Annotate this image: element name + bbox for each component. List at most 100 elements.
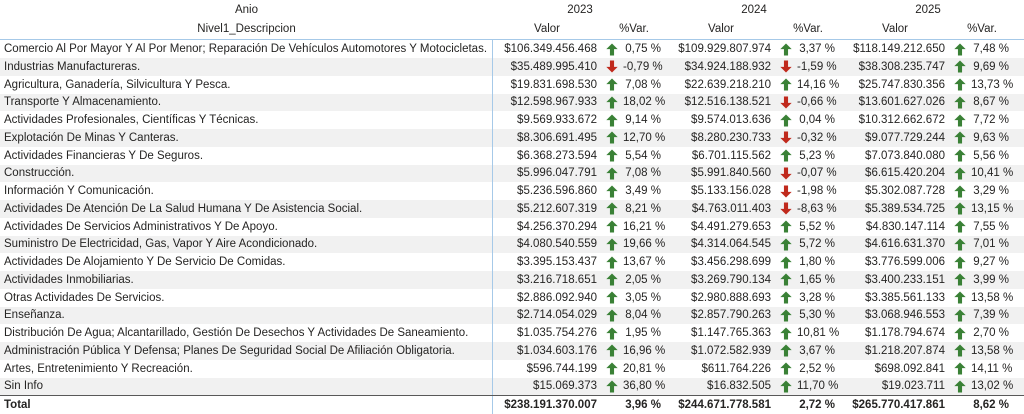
table-row[interactable]: Transporte Y Almacenamiento. $12.598.967… <box>0 93 1024 112</box>
pctvar-cell-2023: 13,67 % <box>623 256 666 269</box>
pctvar-cell-2024: 10,81 % <box>797 327 840 340</box>
valor-cell-2025: $1.218.207.874 <box>865 344 945 357</box>
table-row[interactable]: Actividades Financieras Y De Seguros. $6… <box>0 146 1024 165</box>
valor-cell-2025: $3.400.233.151 <box>865 273 945 286</box>
pctvar-cell-2024: -0,66 % <box>797 96 837 109</box>
valor-cell-2024: $3.456.298.699 <box>691 256 771 269</box>
year-header-2024[interactable]: 2024 <box>741 3 767 16</box>
table-row[interactable]: Agricultura, Ganadería, Silvicultura Y P… <box>0 75 1024 94</box>
pctvar-cell-2023: 9,14 % <box>625 114 661 127</box>
table-row[interactable]: Actividades De Alojamiento Y De Servicio… <box>0 253 1024 272</box>
arrow-up-icon <box>775 324 797 342</box>
table-row[interactable]: Enseñanza. $2.714.054.029 8,04 % $2.857.… <box>0 306 1024 325</box>
arrow-up-icon <box>601 40 623 58</box>
row-label: Industrias Manufactureras. <box>0 58 493 76</box>
valor-cell-2024: $6.701.115.562 <box>691 149 771 162</box>
arrow-down-icon <box>775 200 797 218</box>
valor-header-2023[interactable]: Valor <box>534 23 560 36</box>
table-row[interactable]: Industrias Manufactureras. $35.489.995.4… <box>0 58 1024 76</box>
pctvar-cell-2024: -0,32 % <box>797 131 837 144</box>
arrow-up-icon <box>949 236 971 254</box>
pctvar-header-2023[interactable]: %Var. <box>619 23 649 36</box>
arrow-up-icon <box>601 324 623 342</box>
valor-cell-2025: $698.092.841 <box>874 362 945 375</box>
row-label: Información Y Comunicación. <box>0 182 493 201</box>
valor-header-2024[interactable]: Valor <box>708 23 734 36</box>
pctvar-cell-2023: 1,95 % <box>625 327 661 340</box>
table-row[interactable]: Actividades Profesionales, Científicas Y… <box>0 111 1024 130</box>
arrow-down-icon <box>775 165 797 183</box>
pctvar-cell-2025: 13,02 % <box>971 380 1014 393</box>
pctvar-cell-2025: 7,01 % <box>973 238 1009 251</box>
arrow-up-icon <box>775 307 797 325</box>
pctvar-cell-2025: 5,56 % <box>973 149 1009 162</box>
year-header-2025[interactable]: 2025 <box>915 3 941 16</box>
arrow-up-icon <box>949 40 971 58</box>
row-label: Comercio Al Por Mayor Y Al Por Menor; Re… <box>0 40 493 59</box>
table-row[interactable]: Explotación De Minas Y Canteras. $8.306.… <box>0 129 1024 147</box>
arrow-up-icon <box>949 111 971 129</box>
pctvar-cell-2023: 0,75 % <box>625 43 661 56</box>
valor-cell-2023: $12.598.967.933 <box>510 96 597 109</box>
valor-cell-2023: $596.744.199 <box>526 362 597 375</box>
valor-cell-2025: $1.178.794.674 <box>865 327 945 340</box>
pctvar-cell-2023: -0,79 % <box>623 60 663 73</box>
table-row[interactable]: Actividades De Servicios Administrativos… <box>0 217 1024 236</box>
valor-cell-2025: $5.389.534.725 <box>865 202 945 215</box>
table-row[interactable]: Otras Actividades De Servicios. $2.886.0… <box>0 288 1024 307</box>
pctvar-header-2025[interactable]: %Var. <box>967 23 997 36</box>
pctvar-cell-2025: 3,99 % <box>973 273 1009 286</box>
pctvar-cell-2024: -1,98 % <box>797 185 837 198</box>
table-row[interactable]: Administración Pública Y Defensa; Planes… <box>0 342 1024 360</box>
valor-cell-2024: $3.269.790.134 <box>691 273 771 286</box>
arrow-up-icon <box>775 289 797 307</box>
arrow-up-icon <box>775 253 797 271</box>
valor-cell-2024: $12.516.138.521 <box>684 96 771 109</box>
year-header-2023[interactable]: 2023 <box>567 3 593 16</box>
arrow-up-icon <box>949 253 971 271</box>
valor-cell-2024: $2.857.790.263 <box>691 309 771 322</box>
row-group-title[interactable]: Nivel1_Descripcion <box>197 23 296 36</box>
table-row[interactable]: Construcción. $5.996.047.791 7,08 % $5.9… <box>0 164 1024 183</box>
arrow-up-icon <box>949 182 971 200</box>
table-body: Comercio Al Por Mayor Y Al Por Menor; Re… <box>0 40 1024 396</box>
arrow-up-icon <box>775 218 797 236</box>
valor-cell-2025: $4.830.147.114 <box>865 220 945 233</box>
valor-cell-2023: $106.349.456.468 <box>504 43 597 56</box>
valor-cell-2023: $2.714.054.029 <box>517 309 597 322</box>
pctvar-cell-2024: 11,70 % <box>797 380 839 393</box>
table-row[interactable]: Distribución De Agua; Alcantarillado, Ge… <box>0 324 1024 343</box>
table-row[interactable]: Actividades Inmobiliarias. $3.216.718.65… <box>0 271 1024 289</box>
arrow-up-icon <box>601 165 623 183</box>
pctvar-cell-2023: 2,05 % <box>625 273 661 286</box>
pctvar-cell-2025: 9,27 % <box>973 256 1009 269</box>
table-row[interactable]: Información Y Comunicación. $5.236.596.8… <box>0 182 1024 201</box>
pctvar-cell-2025: 7,39 % <box>973 309 1009 322</box>
valor-header-2025[interactable]: Valor <box>882 23 908 36</box>
arrow-up-icon <box>601 182 623 200</box>
table-row[interactable]: Sin Info $15.069.373 36,80 % $16.832.505… <box>0 377 1024 396</box>
table-row[interactable]: Comercio Al Por Mayor Y Al Por Menor; Re… <box>0 40 1024 59</box>
pctvar-cell-2024: 5,52 % <box>799 220 835 233</box>
row-label: Transporte Y Almacenamiento. <box>0 93 493 112</box>
pctvar-cell-2025: 7,55 % <box>973 220 1009 233</box>
arrow-up-icon <box>949 165 971 183</box>
valor-cell-2023: $19.831.698.530 <box>510 78 597 91</box>
total-row[interactable]: Total $238.191.370.007 3,96 % $244.671.7… <box>0 395 1024 414</box>
table-row[interactable]: Suministro De Electricidad, Gas, Vapor Y… <box>0 235 1024 254</box>
pctvar-header-2024[interactable]: %Var. <box>793 23 823 36</box>
arrow-down-icon <box>775 58 797 76</box>
valor-cell-2025: $118.149.212.650 <box>853 43 945 56</box>
row-label: Administración Pública Y Defensa; Planes… <box>0 342 493 360</box>
arrow-down-icon <box>775 129 797 147</box>
table-row[interactable]: Artes, Entretenimiento Y Recreación. $59… <box>0 359 1024 378</box>
valor-cell-2025: $6.615.420.204 <box>865 167 945 180</box>
valor-cell-2023: $5.236.596.860 <box>517 185 597 198</box>
valor-cell-2024: $9.574.013.636 <box>691 114 771 127</box>
table-row[interactable]: Actividades De Atención De La Salud Huma… <box>0 200 1024 218</box>
total-pctvar-2025: 8,62 % <box>973 399 1009 412</box>
pctvar-cell-2023: 12,70 % <box>623 131 666 144</box>
arrow-up-icon <box>601 307 623 325</box>
pctvar-cell-2025: 2,70 % <box>973 327 1009 340</box>
